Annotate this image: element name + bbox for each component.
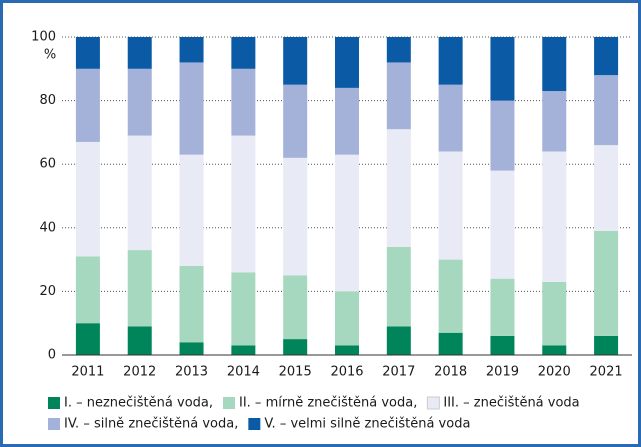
bar-segment — [231, 135, 256, 273]
x-tick-label: 2018 — [434, 365, 467, 380]
bar-segment — [490, 100, 515, 171]
bar-segment — [386, 326, 411, 355]
legend-swatch — [48, 418, 60, 430]
bar-segment — [490, 170, 515, 279]
bar-segment — [438, 259, 463, 333]
bar-segment — [179, 154, 204, 266]
legend-label: V. – velmi silně znečištěná voda — [264, 417, 470, 432]
x-tick-label: 2017 — [382, 365, 415, 380]
y-tick-label: 60 — [39, 157, 56, 172]
bar-segment — [594, 75, 619, 146]
bar-segment — [179, 342, 204, 355]
bar-segment — [179, 265, 204, 343]
x-tick-label: 2021 — [590, 365, 623, 380]
bar-segment — [75, 256, 100, 324]
x-tick-label: 2014 — [227, 365, 260, 380]
bar-segment — [283, 37, 308, 85]
bar-segment — [283, 339, 308, 355]
bar-segment — [386, 62, 411, 130]
x-tick-label: 2013 — [175, 365, 208, 380]
legend-label: III. – znečištěná voda — [443, 396, 579, 411]
y-tick-label: 20 — [39, 284, 56, 299]
x-tick-label: 2015 — [279, 365, 312, 380]
bar-segment — [127, 68, 152, 136]
bar-segment — [127, 250, 152, 327]
bar-segment — [438, 84, 463, 152]
bar-segment — [594, 230, 619, 336]
bar-segment — [127, 37, 152, 69]
bar-segment — [335, 345, 359, 355]
bar-segment — [542, 91, 567, 152]
legend-label: IV. – silně znečištěná voda, — [64, 417, 238, 432]
bar-segment — [75, 323, 100, 355]
y-tick-label: 40 — [39, 220, 56, 235]
bar-segment — [438, 332, 463, 355]
bar-segment — [283, 275, 308, 340]
legend-swatch — [48, 397, 60, 409]
bar-segment — [335, 154, 359, 292]
bar-segment — [490, 335, 515, 355]
y-tick-label: 80 — [39, 93, 56, 108]
bar-segment — [179, 62, 204, 155]
bar-segment — [335, 87, 359, 155]
bar-segment — [438, 151, 463, 260]
bar-segment — [542, 345, 567, 355]
bar-segment — [335, 291, 359, 346]
bar-segment — [231, 68, 256, 136]
x-tick-label: 2016 — [330, 365, 363, 380]
bar-segment — [542, 281, 567, 346]
bar-segment — [127, 326, 152, 355]
bar-segment — [490, 278, 515, 336]
bar-segment — [75, 68, 100, 142]
bar-segment — [335, 37, 359, 88]
bar-segment — [179, 37, 204, 63]
bar-segment — [75, 141, 100, 257]
bar-segment — [594, 335, 619, 355]
y-axis-label: % — [44, 48, 56, 63]
legend-swatch — [223, 397, 235, 409]
bar-segment — [386, 246, 411, 327]
legend-label: II. – mírně znečištěná voda, — [239, 396, 417, 411]
bar-segment — [594, 145, 619, 231]
x-tick-label: 2011 — [71, 365, 104, 380]
bar-segment — [231, 345, 256, 355]
bar-segment — [283, 157, 308, 276]
bar-segment — [490, 37, 515, 101]
x-tick-label: 2012 — [123, 365, 156, 380]
legend-swatch — [248, 418, 261, 430]
y-tick-label: 100 — [31, 30, 56, 45]
legend-label: I. – neznečištěná voda, — [64, 396, 213, 411]
bar-segment — [75, 37, 100, 69]
bar-segment — [283, 84, 308, 158]
bar-segment — [386, 129, 411, 247]
x-tick-label: 2020 — [538, 365, 571, 380]
bar-segment — [594, 37, 619, 76]
bar-segment — [231, 272, 256, 346]
bar-segment — [231, 37, 256, 69]
bar-segment — [542, 37, 567, 92]
legend-swatch — [426, 396, 440, 410]
bar-segment — [438, 37, 463, 85]
bar-segment — [542, 151, 567, 282]
x-tick-label: 2019 — [486, 365, 519, 380]
bar-segment — [386, 37, 411, 63]
bar-segment — [127, 135, 152, 251]
y-tick-label: 0 — [48, 348, 56, 363]
